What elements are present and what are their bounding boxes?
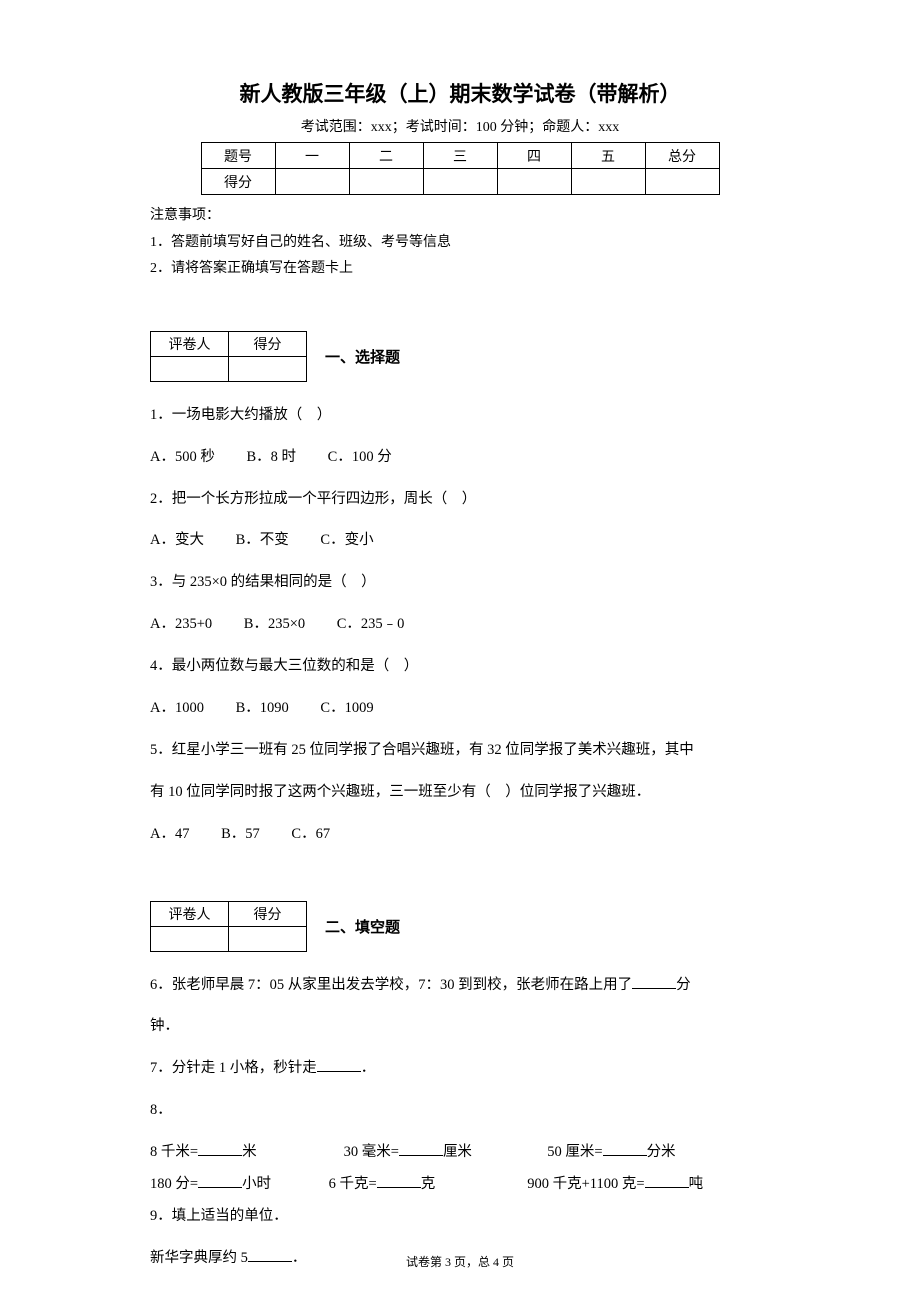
question-4: 4．最小两位数与最大三位数的和是（ ） [150,651,770,683]
unit-item: 8 千米=米 [150,1137,340,1169]
option-c: C．变小 [320,532,373,548]
question-8-num: 8． [150,1095,770,1127]
question-9: 9．填上适当的单位． [150,1201,770,1233]
row-label: 题号 [201,143,275,169]
grader-cell [151,356,229,381]
fill-blank [399,1142,443,1157]
fill-blank [645,1174,689,1189]
score-cell [423,169,497,195]
unit-item: 6 千克=克 [329,1169,524,1201]
grader-label: 得分 [229,901,307,926]
question-3-options: A．235+0 B．235×0 C．235﹣0 [150,609,770,641]
section-heading: 二、填空题 [325,916,400,937]
table-row: 评卷人 得分 [151,901,307,926]
fill-blank [603,1142,647,1157]
fill-blank [198,1142,242,1157]
unit-item: 50 厘米=分米 [547,1137,675,1169]
q6-post: 分 [676,977,691,993]
question-5-options: A．47 B．57 C．67 [150,819,770,851]
unit-item: 180 分=小时 [150,1169,325,1201]
score-cell [645,169,719,195]
score-table: 题号 一 二 三 四 五 总分 得分 [201,142,720,195]
grader-label: 评卷人 [151,901,229,926]
table-row: 评卷人 得分 [151,331,307,356]
col-header: 一 [275,143,349,169]
table-row [151,356,307,381]
q6-pre: 6．张老师早晨 7：05 从家里出发去学校，7：30 到到校，张老师在路上用了 [150,977,632,993]
option-c: C．1009 [320,700,373,716]
option-b: B．不变 [236,532,289,548]
grader-label: 得分 [229,331,307,356]
unit-item: 900 千克+1100 克=吨 [527,1169,703,1201]
score-cell [497,169,571,195]
option-a: A．1000 [150,700,204,716]
option-a: A．235+0 [150,616,212,632]
option-c: C．235﹣0 [337,616,405,632]
question-1: 1．一场电影大约播放（ ） [150,400,770,432]
page-title: 新人教版三年级（上）期末数学试卷（带解析） [150,78,770,108]
grader-cell [229,356,307,381]
exam-page: 新人教版三年级（上）期末数学试卷（带解析） 考试范围：xxx；考试时间：100 … [0,0,920,1275]
question-7: 7．分针走 1 小格，秒针走 ． [150,1053,770,1085]
col-header: 四 [497,143,571,169]
question-5-line2: 有 10 位同学同时报了这两个兴趣班，三一班至少有（ ）位同学报了兴趣班． [150,777,770,809]
section-1-header: 评卷人 得分 一、选择题 [150,331,770,382]
question-4-options: A．1000 B．1090 C．1009 [150,693,770,725]
page-footer: 试卷第 3 页，总 4 页 [0,1253,920,1270]
option-c: C．100 分 [328,449,392,465]
col-header: 三 [423,143,497,169]
question-6: 6．张老师早晨 7：05 从家里出发去学校，7：30 到到校，张老师在路上用了 分 [150,970,770,1002]
option-b: B．235×0 [244,616,305,632]
col-header: 总分 [645,143,719,169]
fill-blank [377,1174,421,1189]
q7-post: ． [361,1060,376,1076]
row-label: 得分 [201,169,275,195]
question-6-line2: 钟． [150,1011,770,1043]
grader-cell [151,926,229,951]
notes-line: 2．请将答案正确填写在答题卡上 [150,256,770,283]
option-b: B．8 时 [246,449,296,465]
score-cell [349,169,423,195]
fill-blank [632,974,676,989]
notes-heading: 注意事项： [150,203,770,230]
option-a: A．47 [150,826,189,842]
option-a: A．500 秒 [150,449,215,465]
table-row [151,926,307,951]
option-a: A．变大 [150,532,204,548]
fill-blank [198,1174,242,1189]
question-2-options: A．变大 B．不变 C．变小 [150,525,770,557]
section-2-header: 评卷人 得分 二、填空题 [150,901,770,952]
section-heading: 一、选择题 [325,346,400,367]
question-8-row2: 180 分=小时 6 千克=克 900 千克+1100 克=吨 [150,1169,770,1201]
grader-cell [229,926,307,951]
question-2: 2．把一个长方形拉成一个平行四边形，周长（ ） [150,484,770,516]
unit-item: 30 毫米=厘米 [344,1137,544,1169]
col-header: 五 [571,143,645,169]
table-row: 得分 [201,169,719,195]
option-b: B．57 [221,826,260,842]
notes-block: 注意事项： 1．答题前填写好自己的姓名、班级、考号等信息 2．请将答案正确填写在… [150,203,770,283]
grader-label: 评卷人 [151,331,229,356]
score-cell [275,169,349,195]
score-cell [571,169,645,195]
question-3: 3．与 235×0 的结果相同的是（ ） [150,567,770,599]
q7-pre: 7．分针走 1 小格，秒针走 [150,1060,317,1076]
table-row: 题号 一 二 三 四 五 总分 [201,143,719,169]
fill-blank [317,1058,361,1073]
grader-table: 评卷人 得分 [150,331,307,382]
option-c: C．67 [291,826,330,842]
question-8-row1: 8 千米=米 30 毫米=厘米 50 厘米=分米 [150,1137,770,1169]
page-subtitle: 考试范围：xxx；考试时间：100 分钟；命题人：xxx [150,116,770,136]
question-1-options: A．500 秒 B．8 时 C．100 分 [150,442,770,474]
grader-table: 评卷人 得分 [150,901,307,952]
question-5-line1: 5．红星小学三一班有 25 位同学报了合唱兴趣班，有 32 位同学报了美术兴趣班… [150,735,770,767]
col-header: 二 [349,143,423,169]
notes-line: 1．答题前填写好自己的姓名、班级、考号等信息 [150,230,770,257]
option-b: B．1090 [236,700,289,716]
